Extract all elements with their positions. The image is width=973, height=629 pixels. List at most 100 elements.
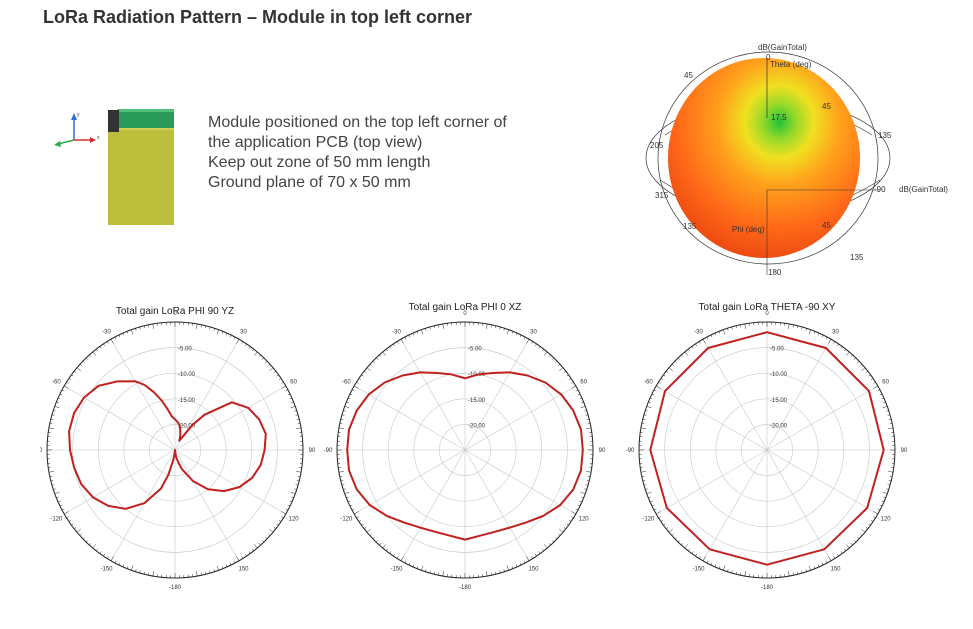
polar-ring-label: -5.00	[770, 347, 784, 353]
polar-tick-mark	[571, 385, 576, 389]
polar-grid-spoke	[766, 449, 879, 515]
polar-tick-mark	[372, 360, 375, 364]
polar-tick-mark	[205, 571, 207, 575]
polar-tick-mark	[71, 374, 74, 377]
description-line: the application PCB (top view)	[208, 134, 423, 151]
polar-tick-mark	[640, 427, 646, 429]
pattern-3d-tick: 45	[684, 71, 693, 80]
polar-tick-mark	[744, 571, 746, 577]
polar-tick-mark	[433, 325, 435, 329]
module-green-top	[114, 109, 174, 112]
polar-tick-mark	[515, 332, 518, 336]
polar-tick-mark	[735, 325, 737, 329]
polar-tick-mark	[349, 504, 353, 507]
polar-tick-mark	[73, 370, 77, 373]
polar-ring-label: -15.00	[178, 398, 196, 404]
polar-tick-mark	[727, 569, 729, 572]
polar-tick-mark	[114, 336, 117, 340]
polar-angle-label: -30	[392, 329, 401, 335]
polar-tick-mark	[828, 556, 832, 561]
polar-tick-mark	[873, 511, 878, 515]
polar-tick-mark	[503, 569, 505, 572]
polar-tick-mark	[110, 556, 114, 561]
polar-tick-mark	[486, 323, 488, 329]
polar-tick-mark	[584, 488, 587, 490]
polar-tick-mark	[356, 516, 359, 519]
polar-tick-mark	[643, 414, 647, 416]
polar-angle-label: -150	[390, 567, 403, 573]
polar-tick-mark	[49, 423, 53, 425]
polar-angle-label: 30	[530, 329, 537, 335]
polar-tick-mark	[375, 357, 379, 360]
polar-tick-mark	[343, 488, 346, 490]
polar-tick-mark	[665, 527, 669, 530]
polar-angle-label: -60	[342, 380, 351, 386]
polar-tick-mark	[99, 346, 102, 349]
polar-tick-mark	[648, 496, 651, 499]
polar-tick-mark	[575, 389, 579, 392]
polar-tick-mark	[51, 484, 55, 486]
polar-tick-mark	[59, 504, 63, 507]
pattern-3d-value-label: 17.5	[771, 113, 787, 122]
polar-tick-mark	[575, 508, 579, 511]
polar-tick-mark	[691, 346, 694, 349]
polar-tick-mark	[285, 389, 289, 392]
polar-tick-mark	[236, 556, 240, 561]
polar-tick-mark	[698, 341, 701, 344]
polar-tick-mark	[714, 564, 717, 568]
axis-x-label: x	[97, 135, 100, 141]
polar-chart-phi0-xz: Total gain LoRa PHI 0 XZ 0 30 60 90 120 150 -1…	[324, 302, 606, 591]
polar-chart-title: Total gain LoRa PHI 90 YZ	[116, 306, 234, 317]
polar-tick-mark	[244, 553, 247, 557]
polar-chart-body: 0 30 60 90 120 150 -180 -150 -120 -90 -60 -30 -5.00 -…	[626, 311, 908, 591]
polar-tick-mark	[645, 410, 648, 412]
polar-tick-mark	[495, 571, 497, 575]
polar-tick-mark	[555, 360, 558, 364]
polar-tick-mark	[877, 389, 881, 392]
polar-tick-mark	[571, 511, 576, 515]
polar-tick-mark	[61, 389, 65, 392]
polar-ring-label: -10.00	[178, 372, 196, 378]
polar-tick-mark	[873, 385, 878, 389]
polar-gain-curve	[68, 380, 267, 510]
polar-tick-mark	[534, 553, 537, 557]
polar-tick-mark	[49, 475, 53, 477]
polar-tick-mark	[82, 360, 85, 364]
pattern-3d-tick: 45	[822, 221, 831, 230]
polar-tick-mark	[216, 329, 220, 335]
polar-tick-mark	[740, 324, 742, 328]
polar-tick-mark	[229, 334, 232, 338]
polar-tick-mark	[57, 397, 61, 400]
polar-ring-label: -20.00	[770, 423, 788, 429]
polar-tick-mark	[792, 324, 794, 328]
polar-tick-mark	[571, 516, 574, 519]
polar-tick-mark	[870, 378, 874, 381]
polar-ring-label: -15.00	[468, 398, 486, 404]
polar-tick-mark	[261, 540, 265, 543]
polar-tick-mark	[95, 348, 98, 352]
polar-grid-spoke	[174, 449, 240, 562]
polar-tick-mark	[295, 484, 299, 486]
polar-tick-mark	[135, 569, 137, 572]
polar-tick-mark	[276, 374, 279, 377]
polar-tick-mark	[577, 504, 581, 507]
polar-tick-mark	[587, 475, 591, 477]
polar-chart-title: Total gain LoRa PHI 0 XZ	[409, 302, 522, 313]
polar-tick-mark	[833, 556, 836, 559]
polar-grid-spoke	[655, 449, 768, 515]
polar-tick-mark	[868, 374, 871, 377]
polar-tick-mark	[351, 389, 355, 392]
polar-tick-mark	[706, 336, 709, 340]
polar-tick-mark	[813, 331, 816, 334]
module-green	[114, 112, 174, 128]
polar-tick-mark	[354, 511, 359, 515]
polar-tick-mark	[248, 551, 251, 554]
polar-tick-mark	[253, 544, 258, 549]
polar-tick-mark	[290, 405, 296, 409]
polar-tick-mark	[563, 527, 567, 530]
polar-tick-mark	[382, 351, 387, 356]
polar-tick-mark	[118, 334, 121, 338]
polar-tick-mark	[361, 374, 364, 377]
polar-tick-mark	[585, 414, 589, 416]
polar-tick-mark	[584, 410, 587, 412]
